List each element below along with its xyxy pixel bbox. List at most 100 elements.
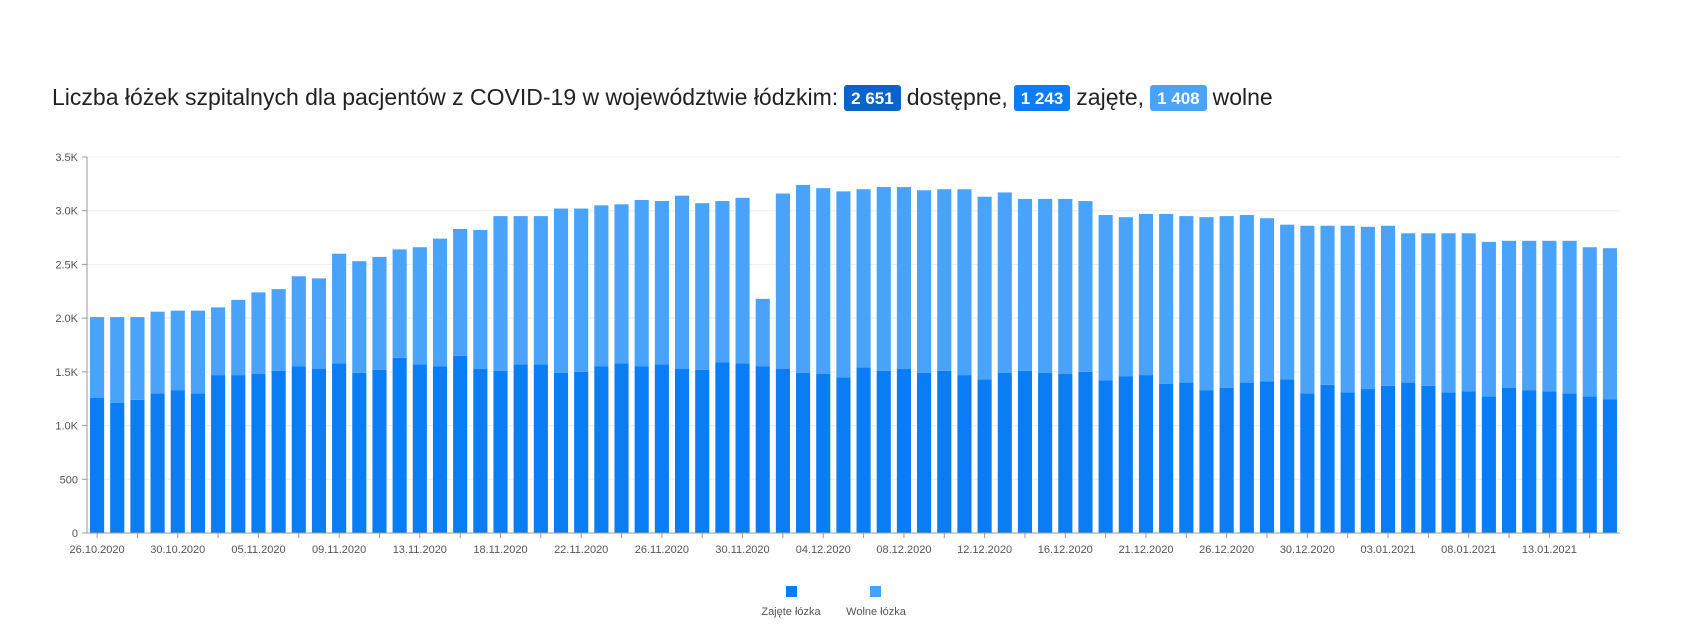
bar-free[interactable] — [271, 289, 286, 371]
bar-occupied[interactable] — [211, 375, 226, 533]
bar-occupied[interactable] — [775, 368, 790, 533]
bar-free[interactable] — [896, 187, 911, 369]
bar-free[interactable] — [90, 317, 105, 398]
bar-free[interactable] — [1199, 217, 1214, 391]
bar-free[interactable] — [977, 196, 992, 380]
bar-occupied[interactable] — [614, 363, 629, 533]
bar-free[interactable] — [1239, 215, 1254, 383]
bar-occupied[interactable] — [352, 372, 367, 533]
bar-free[interactable] — [1340, 225, 1355, 393]
bar-free[interactable] — [352, 261, 367, 373]
bar-free[interactable] — [957, 189, 972, 376]
bar-occupied[interactable] — [1179, 382, 1194, 533]
bar-occupied[interactable] — [1280, 379, 1295, 533]
legend-swatch-free[interactable] — [870, 586, 881, 597]
bar-occupied[interactable] — [1320, 384, 1335, 533]
bar-occupied[interactable] — [917, 372, 932, 533]
bar-free[interactable] — [1259, 218, 1275, 382]
bar-free[interactable] — [917, 190, 932, 373]
bar-occupied[interactable] — [836, 377, 851, 533]
bar-free[interactable] — [412, 247, 427, 365]
bar-occupied[interactable] — [412, 364, 427, 533]
bar-occupied[interactable] — [1300, 393, 1315, 533]
bar-occupied[interactable] — [1501, 387, 1517, 533]
bar-free[interactable] — [1138, 213, 1154, 376]
bar-free[interactable] — [553, 208, 569, 373]
bar-occupied[interactable] — [1017, 370, 1033, 533]
bar-occupied[interactable] — [1602, 399, 1617, 533]
bar-occupied[interactable] — [291, 366, 306, 533]
bar-free[interactable] — [1522, 240, 1537, 391]
bar-free[interactable] — [796, 184, 811, 373]
bar-free[interactable] — [1562, 240, 1577, 394]
bar-occupied[interactable] — [513, 364, 528, 533]
bar-free[interactable] — [332, 253, 347, 364]
bar-free[interactable] — [211, 307, 226, 376]
bar-free[interactable] — [997, 192, 1012, 373]
bar-free[interactable] — [937, 189, 952, 371]
bar-free[interactable] — [775, 193, 790, 369]
bar-free[interactable] — [251, 292, 266, 375]
bar-occupied[interactable] — [977, 379, 992, 533]
bar-free[interactable] — [816, 188, 831, 375]
bar-free[interactable] — [311, 278, 327, 369]
bar-occupied[interactable] — [1118, 376, 1133, 533]
bar-occupied[interactable] — [1542, 391, 1557, 533]
bar-free[interactable] — [1300, 225, 1315, 394]
bar-occupied[interactable] — [715, 362, 730, 533]
bar-occupied[interactable] — [1522, 390, 1537, 533]
bar-free[interactable] — [1219, 216, 1234, 388]
bar-occupied[interactable] — [1360, 389, 1375, 533]
bar-occupied[interactable] — [1098, 380, 1113, 533]
bar-occupied[interactable] — [755, 366, 770, 533]
bar-occupied[interactable] — [110, 403, 125, 533]
bar-free[interactable] — [513, 216, 528, 365]
bar-occupied[interactable] — [190, 393, 206, 533]
bar-occupied[interactable] — [493, 370, 508, 533]
bar-occupied[interactable] — [957, 375, 972, 533]
bar-free[interactable] — [150, 311, 165, 394]
bar-free[interactable] — [1401, 233, 1416, 383]
bar-occupied[interactable] — [1159, 383, 1174, 533]
legend-swatch-occupied[interactable] — [786, 586, 797, 597]
bar-free[interactable] — [473, 230, 488, 369]
bar-free[interactable] — [1360, 226, 1375, 390]
bar-occupied[interactable] — [231, 375, 246, 533]
bar-occupied[interactable] — [1138, 375, 1154, 533]
bar-free[interactable] — [231, 299, 246, 376]
bar-free[interactable] — [110, 317, 125, 404]
bar-occupied[interactable] — [271, 370, 286, 533]
bar-occupied[interactable] — [1078, 371, 1093, 533]
bar-free[interactable] — [1118, 217, 1133, 377]
bar-free[interactable] — [1078, 201, 1093, 372]
bar-free[interactable] — [695, 203, 710, 370]
bar-free[interactable] — [1441, 233, 1456, 393]
bar-free[interactable] — [493, 216, 508, 371]
bar-occupied[interactable] — [251, 374, 266, 533]
bar-free[interactable] — [1159, 213, 1174, 384]
bar-free[interactable] — [876, 187, 891, 371]
bar-free[interactable] — [856, 189, 871, 368]
bar-free[interactable] — [614, 204, 629, 364]
bar-free[interactable] — [1421, 233, 1436, 386]
bar-occupied[interactable] — [473, 368, 488, 533]
bar-occupied[interactable] — [1239, 382, 1254, 533]
bar-free[interactable] — [453, 228, 468, 356]
bar-occupied[interactable] — [574, 371, 589, 533]
bar-occupied[interactable] — [453, 355, 468, 533]
bar-free[interactable] — [1602, 248, 1617, 400]
bar-free[interactable] — [1058, 198, 1073, 375]
bar-occupied[interactable] — [695, 369, 710, 533]
bar-occupied[interactable] — [856, 367, 871, 533]
bar-free[interactable] — [674, 195, 690, 369]
bar-occupied[interactable] — [432, 366, 448, 533]
bar-free[interactable] — [291, 276, 306, 367]
bar-free[interactable] — [392, 249, 407, 358]
bar-occupied[interactable] — [372, 369, 387, 533]
bar-occupied[interactable] — [876, 370, 891, 533]
bar-free[interactable] — [755, 298, 770, 367]
bar-occupied[interactable] — [130, 399, 145, 533]
bar-free[interactable] — [574, 208, 589, 372]
bar-occupied[interactable] — [816, 374, 831, 533]
bar-free[interactable] — [1501, 240, 1517, 388]
